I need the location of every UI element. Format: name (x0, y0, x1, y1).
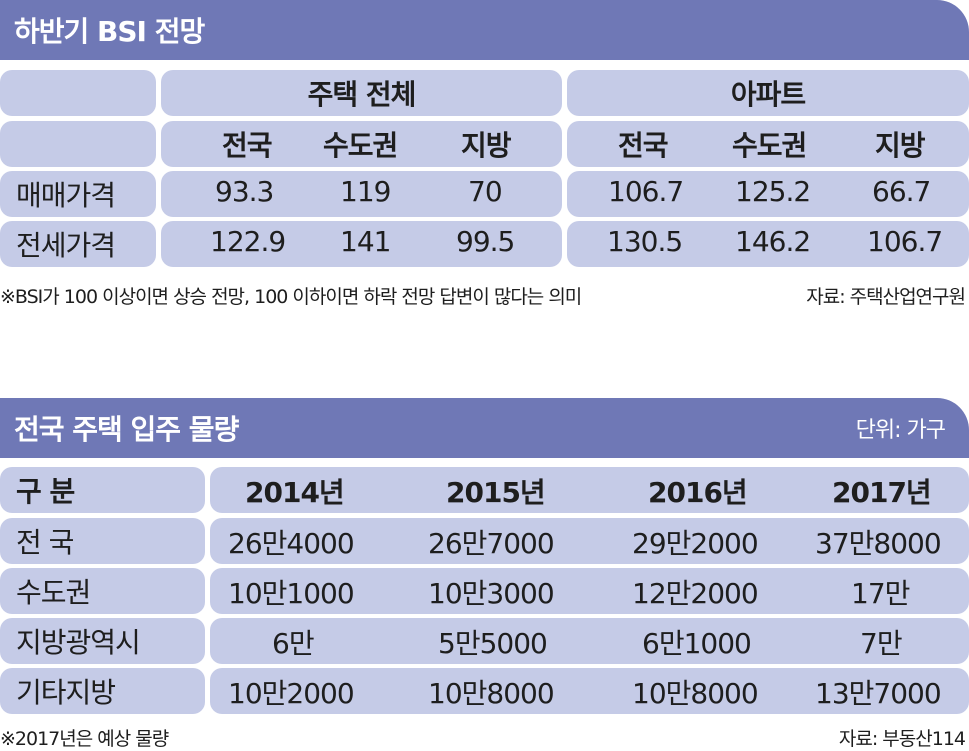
bsi-row-label-jeonse: 전세가격 (0, 221, 156, 267)
supply-unit: 단위: 가구 (855, 418, 946, 443)
supply-value-cell: 13만7000 (815, 677, 942, 710)
supply-value-cell: 10만8000 (428, 677, 555, 710)
supply-source: 자료: 부동산114 (838, 728, 966, 750)
bsi-region-provincial: 지방 (461, 129, 512, 162)
bsi-region-header-housing-group (161, 121, 562, 167)
bsi-row-sale-housing (161, 171, 562, 217)
supply-value-cell: 7만 (860, 627, 903, 660)
bsi-region-capital: 수도권 (323, 129, 398, 162)
supply-value-cell: 5만5000 (438, 627, 548, 660)
bsi-value-cell: 99.5 (456, 225, 515, 258)
bsi-value-cell: 146.2 (735, 225, 811, 258)
bsi-region-header-apartment-group (567, 121, 969, 167)
supply-header-years (210, 467, 969, 513)
bsi-row-jeonse-housing (161, 221, 562, 267)
supply-row-values (210, 518, 969, 564)
supply-header-category: 구 분 (0, 467, 205, 513)
supply-header-2014: 2014년 (245, 476, 345, 509)
supply-header-2017: 2017년 (832, 476, 932, 509)
supply-header-2015: 2015년 (446, 476, 546, 509)
supply-value-cell: 6만 (272, 627, 315, 660)
bsi-group-header-housing: 주택 전체 (161, 70, 562, 116)
supply-value-cell: 10만8000 (632, 677, 759, 710)
supply-title-banner: 전국 주택 입주 물량 단위: 가구 (0, 398, 969, 458)
bsi-value-cell: 66.7 (872, 175, 931, 208)
supply-row-label: 수도권 (0, 568, 205, 614)
bsi-title-banner: 하반기 BSI 전망 (0, 0, 969, 60)
bsi-value-cell: 106.7 (608, 175, 684, 208)
supply-title: 전국 주택 입주 물량 (14, 413, 239, 446)
bsi-value-cell: 93.3 (215, 175, 274, 208)
bsi-value-cell: 130.5 (607, 225, 683, 258)
bsi-value-cell: 70 (468, 175, 503, 208)
bsi-row-sale-apartment (567, 171, 969, 217)
bsi-value-cell: 125.2 (735, 175, 811, 208)
supply-value-cell: 17만 (851, 577, 910, 610)
supply-row-values (210, 668, 969, 714)
supply-row-values (210, 618, 969, 664)
supply-row-label: 지방광역시 (0, 618, 205, 664)
supply-value-cell: 26만4000 (228, 527, 355, 560)
bsi-region-nationwide: 전국 (222, 129, 273, 162)
bsi-value-cell: 122.9 (210, 225, 286, 258)
bsi-corner-top (0, 70, 156, 116)
bsi-source: 자료: 주택산업연구원 (806, 286, 966, 308)
bsi-region-provincial-apt: 지방 (875, 129, 926, 162)
bsi-value-cell: 141 (340, 225, 391, 258)
supply-row-label: 기타지방 (0, 668, 205, 714)
supply-value-cell: 26만7000 (428, 527, 555, 560)
bsi-title: 하반기 BSI 전망 (14, 15, 205, 48)
supply-value-cell: 10만1000 (228, 577, 355, 610)
supply-header-2016: 2016년 (648, 476, 748, 509)
bsi-corner-bottom (0, 121, 156, 167)
bsi-region-capital-apt: 수도권 (732, 129, 807, 162)
supply-value-cell: 6만1000 (642, 627, 752, 660)
supply-row-values (210, 568, 969, 614)
supply-value-cell: 12만2000 (632, 577, 759, 610)
supply-value-cell: 37만8000 (815, 527, 942, 560)
bsi-group-header-apartment: 아파트 (567, 70, 969, 116)
supply-value-cell: 10만2000 (228, 677, 355, 710)
supply-value-cell: 10만3000 (428, 577, 555, 610)
bsi-value-cell: 119 (340, 175, 391, 208)
bsi-region-nationwide-apt: 전국 (618, 129, 669, 162)
supply-value-cell: 29만2000 (632, 527, 759, 560)
supply-footnote: ※2017년은 예상 물량 (0, 728, 169, 750)
bsi-row-jeonse-apartment (567, 221, 969, 267)
bsi-footnote: ※BSI가 100 이상이면 상승 전망, 100 이하이면 하락 전망 답변이… (0, 286, 582, 308)
supply-row-label: 전 국 (0, 518, 205, 564)
bsi-row-label-sale: 매매가격 (0, 171, 156, 217)
bsi-value-cell: 106.7 (867, 225, 943, 258)
